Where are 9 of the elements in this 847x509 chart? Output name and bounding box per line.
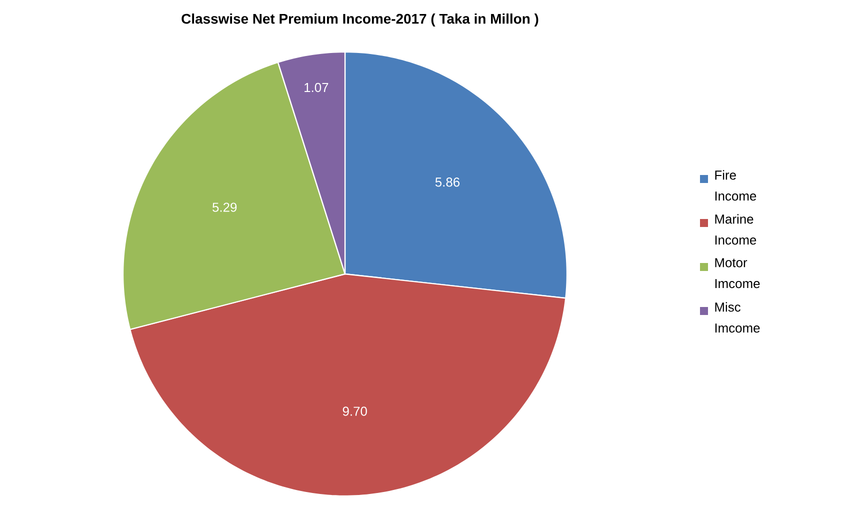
legend-label: Motor Imcome [715, 258, 760, 288]
legend-label: Fire Income [715, 170, 756, 201]
chart-title: Classwise Net Premium Income-2017 ( Taka in Millon ) [182, 13, 538, 26]
legend-label: Marine Income [715, 214, 756, 245]
legend-label: Misc Imcome [715, 302, 760, 333]
data-label: 9.70 [342, 406, 367, 416]
data-label: 1.07 [304, 82, 328, 92]
data-label: 5.86 [435, 178, 460, 187]
data-label: 5.29 [212, 202, 237, 212]
